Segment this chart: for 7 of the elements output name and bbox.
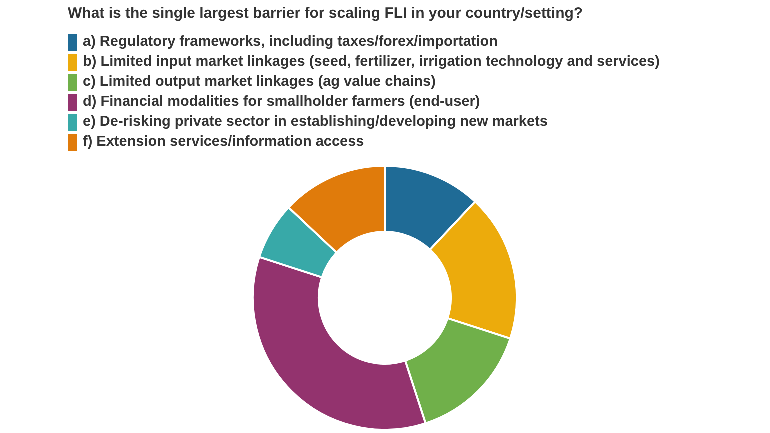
legend-label: e) De-risking private sector in establishing/developing new markets [83,114,548,130]
chart-title: What is the single largest barrier for scaling FLI in your country/setting? [68,5,584,22]
legend-label: b) Limited input market linkages (seed, fertilizer, irrigation technology and services) [83,54,660,70]
legend-label: c) Limited output market linkages (ag value chains) [83,74,436,90]
legend-label: d) Financial modalities for smallholder farmers (end-user) [83,94,480,110]
legend-label: f) Extension services/information access [83,134,364,150]
legend-label: a) Regulatory frameworks, including taxes/forex/importation [83,34,498,50]
